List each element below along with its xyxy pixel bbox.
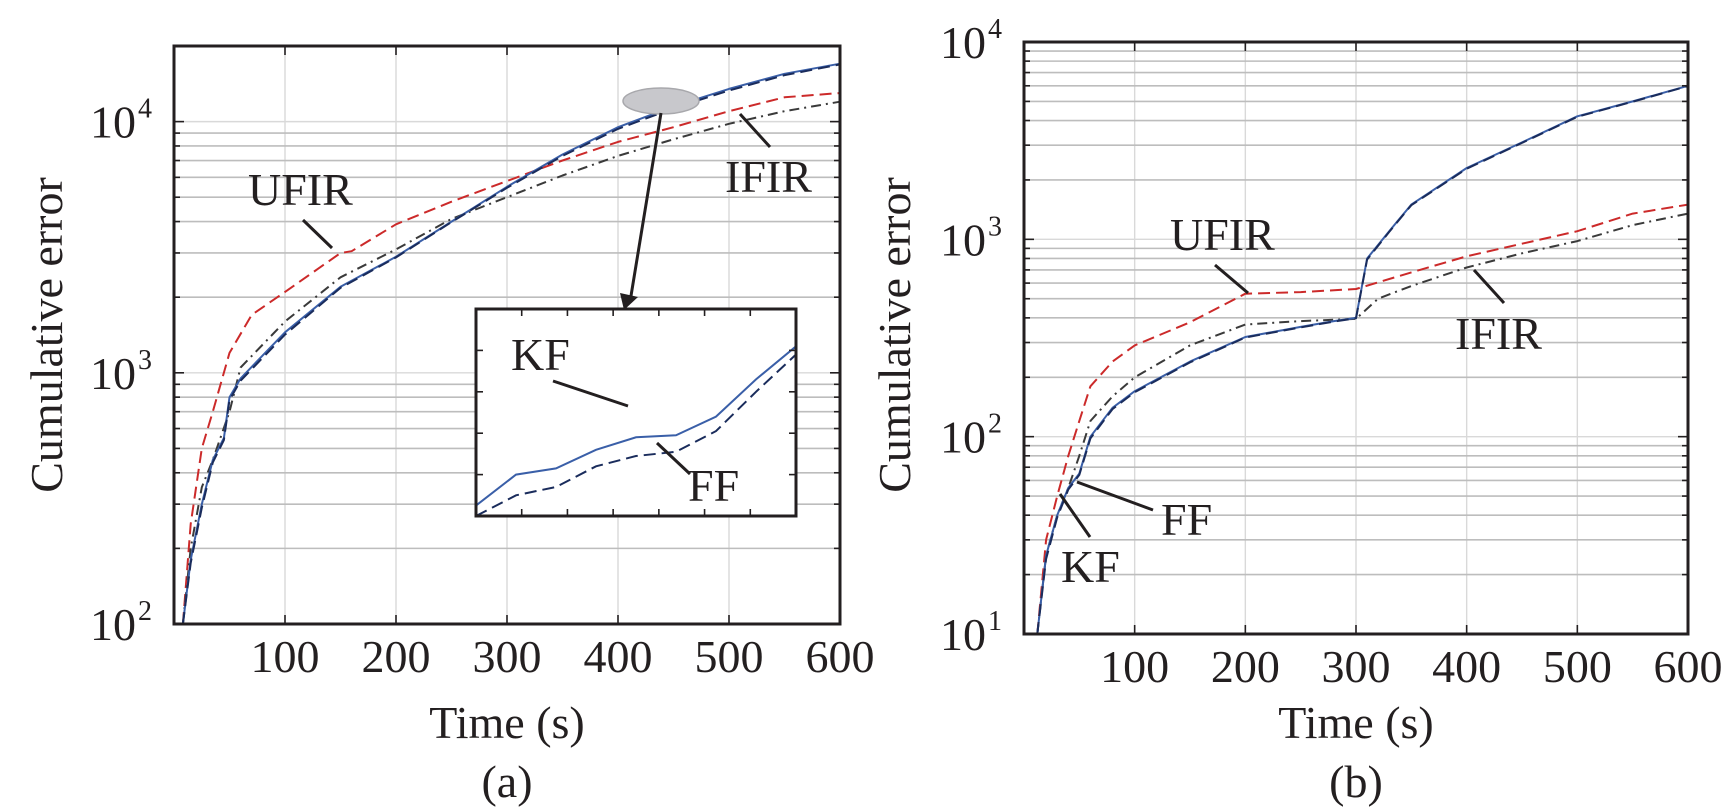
inset-kf-pointer bbox=[552, 379, 629, 408]
y-tick-label: 10 bbox=[90, 97, 136, 148]
panel-b-y-axis-label: Cumulative error bbox=[869, 177, 920, 493]
series-line-ufir bbox=[1036, 203, 1689, 635]
panel-a-label: (a) bbox=[481, 756, 532, 807]
inset: KF FF bbox=[474, 307, 798, 518]
panel-b-ufir-label: UFIR bbox=[1170, 209, 1275, 260]
panel-a-x-axis-label: Time (s) bbox=[429, 697, 585, 748]
inset-kf-label: KF bbox=[511, 329, 570, 380]
inset-series-ff bbox=[475, 353, 797, 517]
series-line-ifir bbox=[181, 100, 841, 625]
y-tick-exponent: 3 bbox=[138, 345, 152, 376]
panel-b-x-ticks: 100 200 300 400 500 600 bbox=[1100, 42, 1723, 692]
panel-a-ufir-label: UFIR bbox=[248, 164, 353, 215]
y-tick-exponent: 4 bbox=[988, 14, 1002, 45]
panel-b-grid bbox=[1024, 42, 1688, 634]
x-tick-label: 500 bbox=[695, 631, 764, 682]
panel-b-ff-label: FF bbox=[1161, 494, 1212, 545]
inset-ff-pointer bbox=[655, 441, 692, 476]
zoom-arrow bbox=[628, 112, 663, 303]
y-tick-label: 10 bbox=[940, 17, 986, 68]
y-tick-label: 10 bbox=[940, 214, 986, 265]
y-tick-exponent: 4 bbox=[138, 94, 152, 125]
panel-a-ufir-pointer bbox=[301, 218, 334, 250]
series-line-ff bbox=[1036, 85, 1689, 635]
y-tick-label: 10 bbox=[90, 599, 136, 650]
x-tick-label: 600 bbox=[806, 631, 875, 682]
y-tick-exponent: 3 bbox=[988, 211, 1002, 242]
inset-ff-label: FF bbox=[688, 460, 739, 511]
y-tick-exponent: 2 bbox=[138, 596, 152, 627]
x-tick-label: 100 bbox=[1100, 641, 1169, 692]
panel-b-kf-pointer bbox=[1058, 493, 1092, 538]
x-tick-label: 100 bbox=[251, 631, 320, 682]
x-tick-label: 400 bbox=[1432, 641, 1501, 692]
y-tick-exponent: 1 bbox=[988, 606, 1002, 637]
x-tick-label: 300 bbox=[1322, 641, 1391, 692]
panel-a-ifir-pointer bbox=[738, 112, 772, 149]
panel-a-x-ticks: 100 200 300 400 500 600 bbox=[251, 46, 875, 682]
panel-b-series bbox=[1036, 84, 1689, 635]
inset-ticks bbox=[476, 309, 796, 516]
panel-b-label: (b) bbox=[1329, 756, 1383, 807]
x-tick-label: 300 bbox=[473, 631, 542, 682]
y-tick-exponent: 2 bbox=[988, 409, 1002, 440]
panel-b-ifir-label: IFIR bbox=[1455, 308, 1542, 359]
panel-a-ifir-label: IFIR bbox=[725, 151, 812, 202]
panel-b-ifir-pointer bbox=[1472, 268, 1506, 305]
panel-b-kf-label: KF bbox=[1061, 541, 1120, 592]
x-tick-label: 500 bbox=[1543, 641, 1612, 692]
panel-b-ufir-pointer bbox=[1214, 263, 1249, 295]
panel-b-x-axis-label: Time (s) bbox=[1278, 697, 1434, 748]
zoom-arrow-head bbox=[620, 293, 638, 310]
x-tick-label: 200 bbox=[1211, 641, 1280, 692]
y-tick-label: 10 bbox=[940, 609, 986, 660]
panel-a-y-axis-label: Cumulative error bbox=[21, 177, 72, 493]
inset-series-kf bbox=[475, 345, 797, 507]
inset-frame bbox=[474, 307, 798, 518]
x-tick-label: 200 bbox=[362, 631, 431, 682]
y-tick-label: 10 bbox=[90, 348, 136, 399]
inset-background bbox=[476, 309, 796, 516]
y-tick-label: 10 bbox=[940, 412, 986, 463]
series-line-ufir bbox=[181, 92, 841, 625]
panel-b-ff-pointer bbox=[1076, 480, 1154, 512]
zoom-region-marker bbox=[622, 87, 700, 115]
x-tick-label: 600 bbox=[1654, 641, 1723, 692]
x-tick-label: 400 bbox=[584, 631, 653, 682]
series-line-ifir bbox=[1036, 212, 1689, 635]
inset-series bbox=[475, 345, 797, 517]
